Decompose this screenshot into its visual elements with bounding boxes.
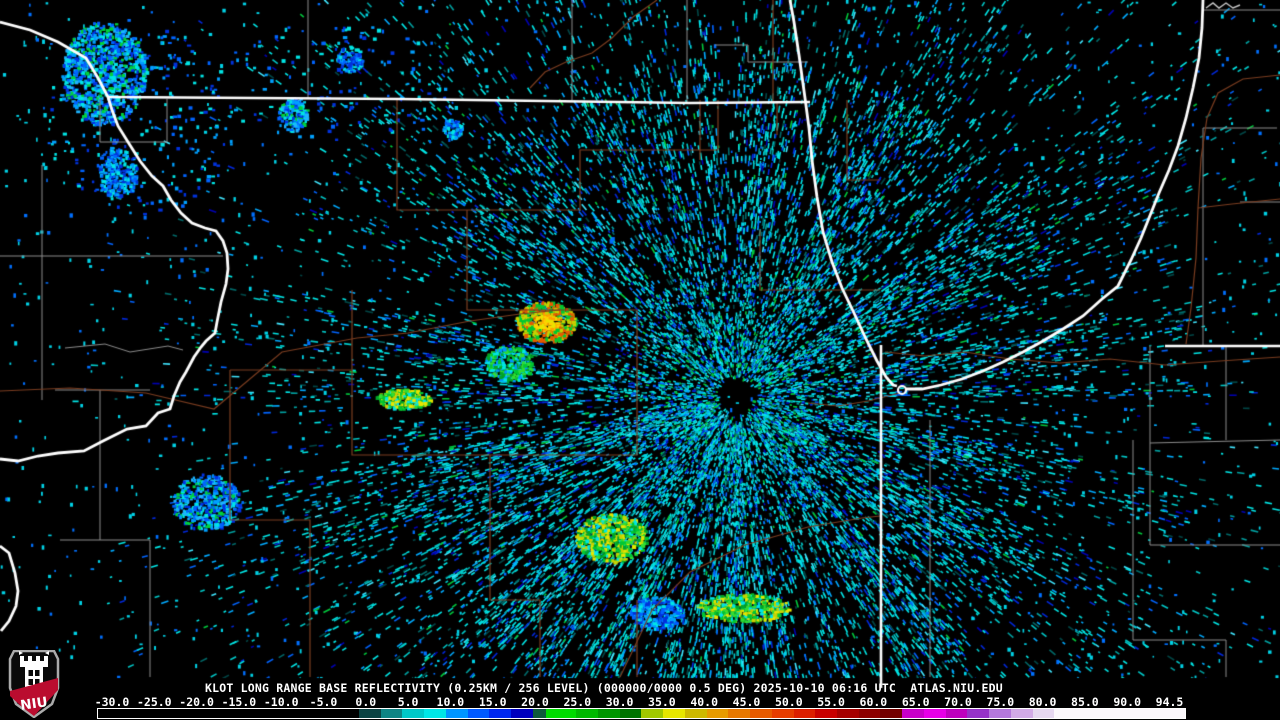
scale-tick-label: -30.0 bbox=[94, 695, 130, 709]
scale-tick-label: 5.0 bbox=[397, 695, 419, 709]
colorbar-segment bbox=[1032, 709, 1055, 718]
colorbar-segment bbox=[923, 709, 946, 718]
scale-tick-label: 45.0 bbox=[732, 695, 761, 709]
colorbar-segment bbox=[1010, 709, 1033, 718]
radar-footer: KLOT LONG RANGE BASE REFLECTIVITY (0.25K… bbox=[0, 678, 1280, 720]
colorbar-segment bbox=[793, 709, 816, 718]
scale-tick-label: 60.0 bbox=[859, 695, 888, 709]
colorbar-segment bbox=[641, 709, 664, 718]
colorbar-segment bbox=[358, 709, 381, 718]
colorbar-segment bbox=[489, 709, 512, 718]
colorbar-segment bbox=[728, 709, 751, 718]
colorbar-segment bbox=[815, 709, 838, 718]
scale-tick-label: 75.0 bbox=[986, 695, 1015, 709]
colorbar-segment bbox=[771, 709, 794, 718]
scale-tick-label: 55.0 bbox=[817, 695, 845, 709]
scale-tick-label: -5.0 bbox=[309, 695, 338, 709]
colorbar-segment bbox=[945, 709, 968, 718]
colorbar-segment bbox=[445, 709, 468, 718]
scale-tick-label: 80.0 bbox=[1028, 695, 1057, 709]
scale-tick-label: 65.0 bbox=[901, 695, 930, 709]
scale-tick-label: -20.0 bbox=[179, 695, 214, 709]
colorbar-segment bbox=[545, 709, 577, 718]
scale-tick-label: 20.0 bbox=[521, 695, 549, 709]
scale-tick-label: 0.0 bbox=[355, 695, 377, 709]
niu-red-band bbox=[10, 678, 58, 716]
colorbar-segment bbox=[706, 709, 729, 718]
colorbar-segment bbox=[467, 709, 490, 718]
colorbar-segment bbox=[380, 709, 403, 718]
scale-tick-label: -15.0 bbox=[221, 695, 257, 709]
colorbar-segment bbox=[98, 709, 359, 718]
colorbar-segment bbox=[989, 709, 1011, 718]
colorbar-segment bbox=[511, 709, 533, 718]
colorbar-segment bbox=[880, 709, 903, 718]
niu-logo-text: NIU bbox=[19, 694, 48, 714]
scale-tick-label: 85.0 bbox=[1071, 695, 1099, 709]
scale-tick-label: 30.0 bbox=[605, 695, 634, 709]
scale-tick-label: 35.0 bbox=[648, 695, 676, 709]
colorbar-segment bbox=[402, 709, 425, 718]
scale-tick-label: 94.5 bbox=[1155, 695, 1184, 709]
colorbar-segment bbox=[576, 709, 598, 718]
colorbar-segment bbox=[858, 709, 881, 718]
colorbar-segment bbox=[837, 709, 859, 718]
scale-tick-label: 15.0 bbox=[478, 695, 507, 709]
colorbar-segment bbox=[597, 709, 620, 718]
radar-title: KLOT LONG RANGE BASE REFLECTIVITY (0.25K… bbox=[205, 681, 1003, 695]
scale-tick-label: 90.0 bbox=[1113, 695, 1142, 709]
colorbar-segment bbox=[663, 709, 685, 718]
scale-tick-label: -25.0 bbox=[136, 695, 172, 709]
scale-tick-label: 50.0 bbox=[774, 695, 803, 709]
colorbar-segment bbox=[902, 709, 924, 718]
colorbar-segment bbox=[1054, 709, 1185, 718]
scale-tick-label: -10.0 bbox=[263, 695, 299, 709]
scale-tick-label: 70.0 bbox=[944, 695, 972, 709]
scale-tick-label: 40.0 bbox=[690, 695, 719, 709]
colorbar-segment bbox=[424, 709, 446, 718]
colorbar-segment bbox=[532, 709, 546, 718]
reflectivity-colorbar bbox=[97, 708, 1186, 719]
scale-tick-label: 10.0 bbox=[436, 695, 465, 709]
colorbar-segment bbox=[750, 709, 772, 718]
reflectivity-scale-ticks: -30.0 -25.0 -20.0 -15.0 -10.0 -5.0 0.0 5.0 10.0 1… bbox=[0, 695, 1280, 709]
niu-logo: NIU bbox=[8, 650, 60, 718]
scale-tick-label: 25.0 bbox=[563, 695, 592, 709]
colorbar-segment bbox=[684, 709, 707, 718]
colorbar-segment bbox=[967, 709, 990, 718]
colorbar-segment bbox=[619, 709, 642, 718]
